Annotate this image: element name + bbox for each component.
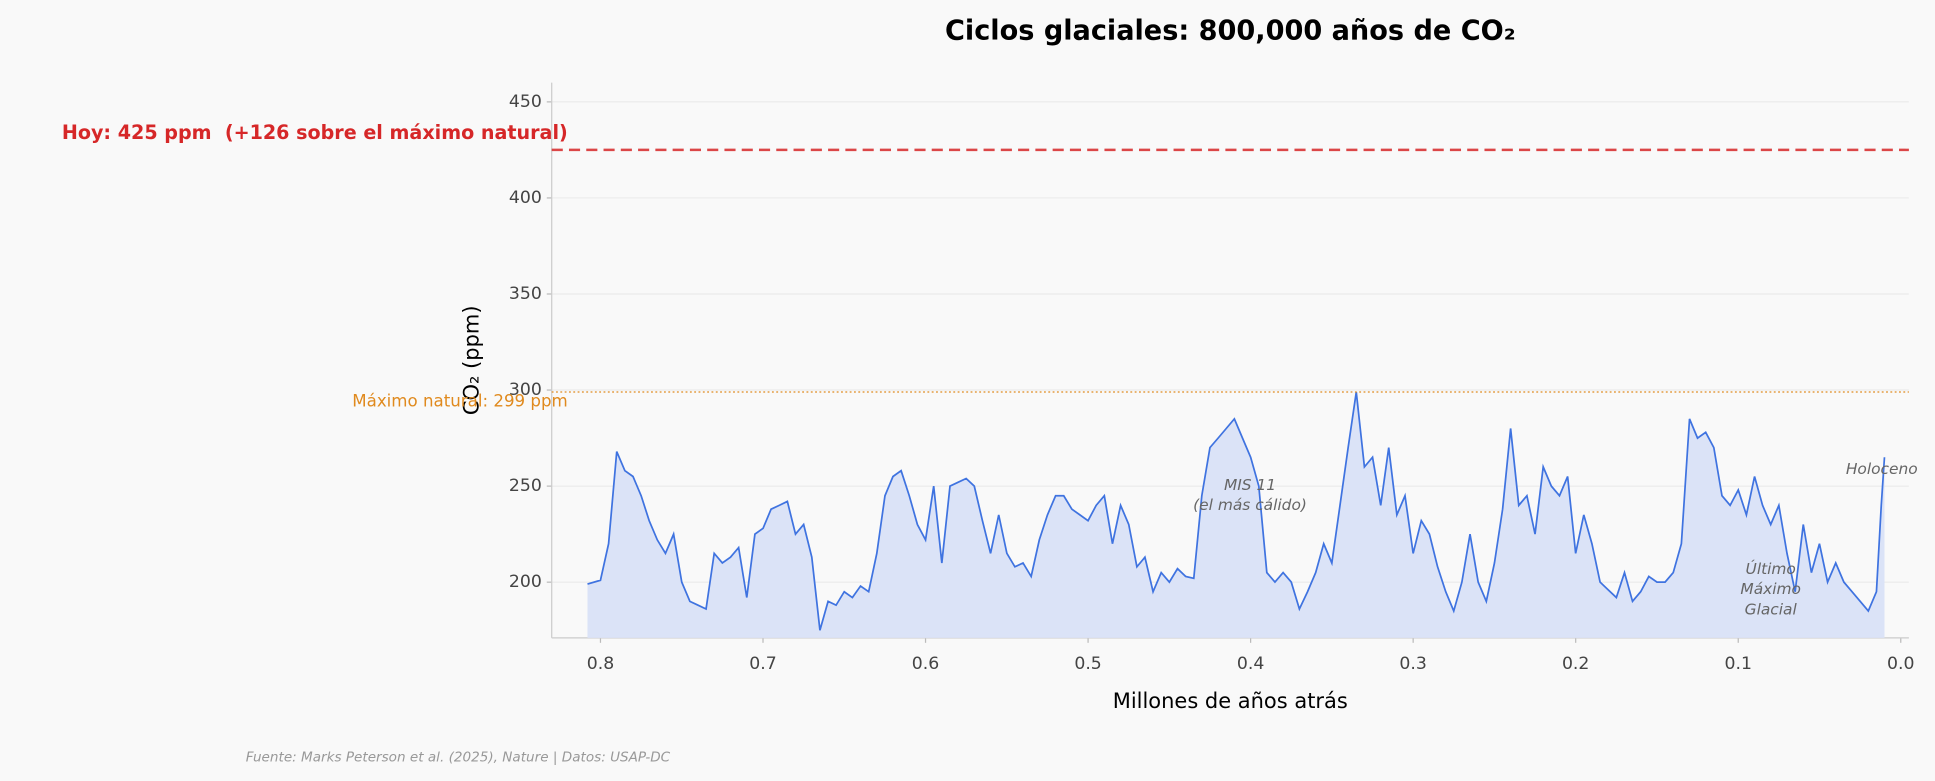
line xyxy=(587,391,1886,631)
y-tick-label: 350 xyxy=(509,284,542,304)
annotation: Holoceno xyxy=(1846,459,1918,477)
x-tick-label: 0.5 xyxy=(1074,654,1101,674)
x-axis-label: Millones de años atrás xyxy=(1113,689,1348,713)
x-tick-label: 0.1 xyxy=(1724,654,1751,674)
reference-label: Hoy: 425 ppm (+126 sobre el máximo natur… xyxy=(62,121,568,144)
chart-title: Ciclos glaciales: 800,000 años de CO₂ xyxy=(945,16,1516,47)
x-tick-label: 0.8 xyxy=(587,654,614,674)
y-tick-label: 450 xyxy=(509,92,542,112)
source-note: Fuente: Marks Peterson et al. (2025), Na… xyxy=(246,750,671,766)
x-tick-label: 0.6 xyxy=(912,654,939,674)
x-tick-label: 0.4 xyxy=(1237,654,1264,674)
x-tick-label: 0.3 xyxy=(1399,654,1426,674)
reference-label: Máximo natural: 299 ppm xyxy=(352,392,567,411)
x-tick-label: 0.0 xyxy=(1887,654,1914,674)
area xyxy=(587,391,1885,638)
y-tick-label: 400 xyxy=(509,188,542,208)
y-tick-label: 300 xyxy=(509,380,542,400)
x-tick-label: 0.2 xyxy=(1562,654,1589,674)
annotation: MIS 11 (el más cálido) xyxy=(1193,475,1307,513)
y-tick-label: 200 xyxy=(509,572,542,592)
y-tick-label: 250 xyxy=(509,476,542,496)
x-tick-label: 0.7 xyxy=(749,654,776,674)
y-axis-label: CO₂ (ppm) xyxy=(460,305,484,415)
annotation: Último Máximo Glacial xyxy=(1740,558,1801,618)
